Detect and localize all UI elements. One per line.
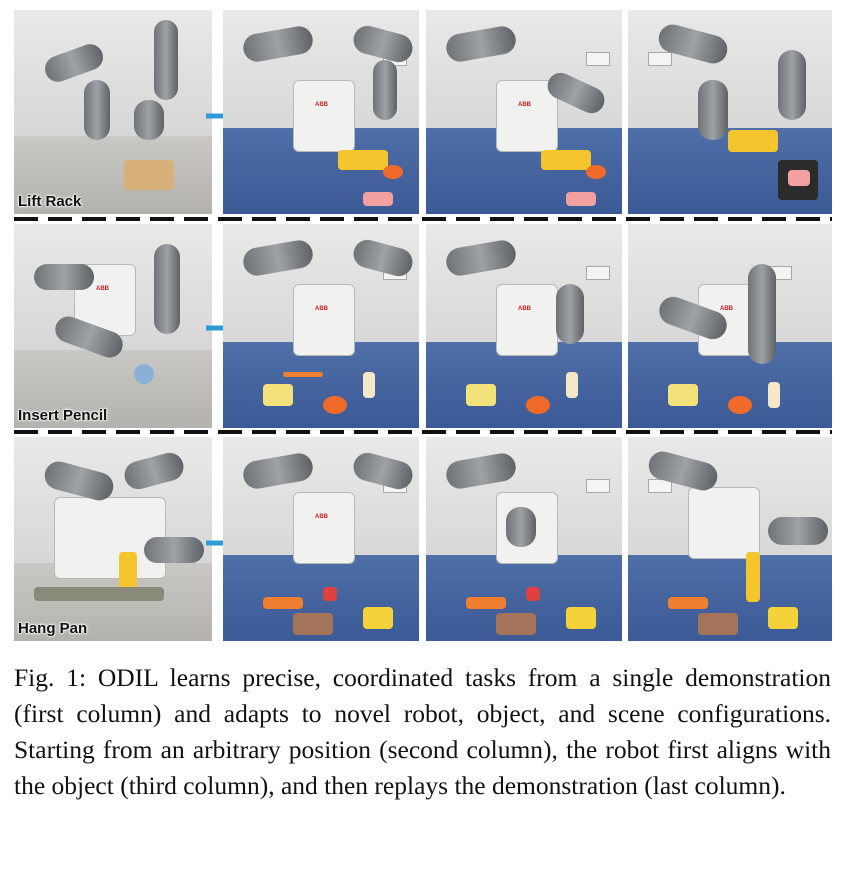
- align-photo-lift-rack: ABB: [426, 10, 622, 214]
- replay-photo-hang-pan: [628, 437, 832, 641]
- task-label: Hang Pan: [18, 620, 88, 637]
- abb-logo: ABB: [518, 306, 531, 312]
- replay-photo-insert-pencil: ABB: [628, 224, 832, 428]
- demo-photo-lift-rack: Lift Rack: [14, 10, 212, 214]
- abb-logo: ABB: [315, 102, 328, 108]
- start-photo-insert-pencil: ABB: [223, 224, 419, 428]
- row-separator: [14, 217, 832, 221]
- abb-logo: ABB: [315, 306, 328, 312]
- align-photo-hang-pan: [426, 437, 622, 641]
- align-photo-insert-pencil: ABB: [426, 224, 622, 428]
- row-lift-rack: Lift Rack ABB ABB: [14, 10, 832, 214]
- start-photo-hang-pan: ABB: [223, 437, 419, 641]
- abb-logo: ABB: [315, 514, 328, 520]
- replay-photo-lift-rack: [628, 10, 832, 214]
- row-insert-pencil: ABB Insert Pencil ABB: [14, 224, 832, 428]
- abb-logo: ABB: [720, 306, 733, 312]
- row-hang-pan: Hang Pan ABB: [14, 437, 832, 641]
- task-label: Insert Pencil: [18, 407, 108, 424]
- figure-caption: Fig. 1: ODIL learns precise, coordinated…: [14, 663, 831, 800]
- demo-photo-hang-pan: Hang Pan: [14, 437, 212, 641]
- task-label: Lift Rack: [18, 193, 82, 210]
- demo-photo-insert-pencil: ABB Insert Pencil: [14, 224, 212, 428]
- start-photo-lift-rack: ABB: [223, 10, 419, 214]
- abb-logo: ABB: [518, 102, 531, 108]
- abb-logo: ABB: [96, 286, 109, 292]
- row-separator: [14, 430, 832, 434]
- figure: Lift Rack ABB ABB: [14, 10, 832, 641]
